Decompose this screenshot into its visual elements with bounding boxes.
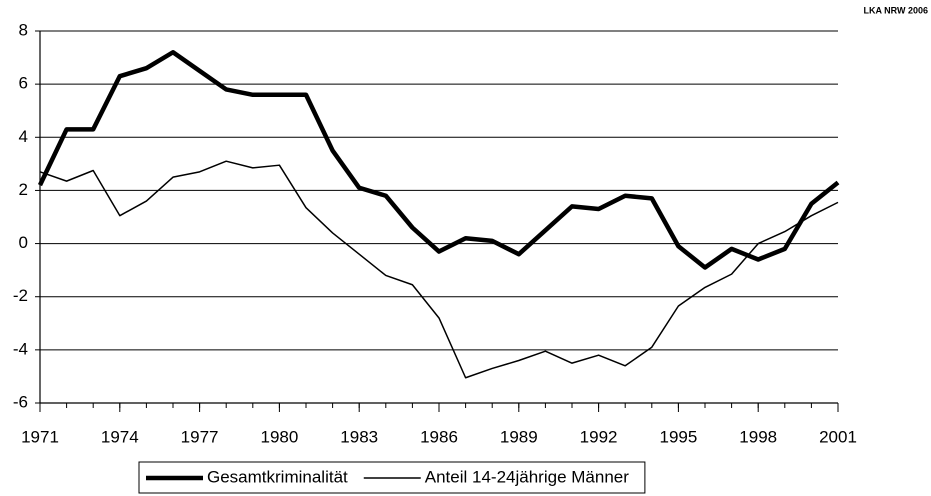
series-line bbox=[37, 50, 840, 270]
y-tick-label: -4 bbox=[13, 339, 28, 358]
x-tick-label: 1992 bbox=[580, 427, 618, 446]
x-tick-label: 1998 bbox=[739, 427, 777, 446]
legend-label: Gesamtkriminalität bbox=[207, 467, 348, 486]
y-tick-label: -2 bbox=[13, 286, 28, 305]
legend-label: Anteil 14-24jährige Männer bbox=[425, 467, 629, 486]
x-tick-label: 1974 bbox=[101, 427, 139, 446]
x-tick-label: 1971 bbox=[21, 427, 59, 446]
series-line bbox=[39, 160, 839, 379]
x-tick-label: 1983 bbox=[340, 427, 378, 446]
y-tick-label: 4 bbox=[19, 127, 28, 146]
y-tick-label: 6 bbox=[19, 74, 28, 93]
y-tick-label: 0 bbox=[19, 233, 28, 252]
x-tick-label: 1977 bbox=[181, 427, 219, 446]
annotation: LKA NRW 2006 bbox=[863, 5, 928, 15]
x-tick-label: 1989 bbox=[500, 427, 538, 446]
x-tick-label: 1995 bbox=[659, 427, 697, 446]
x-tick-label: 2001 bbox=[819, 427, 857, 446]
y-tick-label: 2 bbox=[19, 180, 28, 199]
y-tick-label: 8 bbox=[19, 20, 28, 39]
x-tick-label: 1986 bbox=[420, 427, 458, 446]
y-tick-label: -6 bbox=[13, 392, 28, 411]
legend-box bbox=[138, 461, 646, 494]
x-tick-label: 1980 bbox=[260, 427, 298, 446]
